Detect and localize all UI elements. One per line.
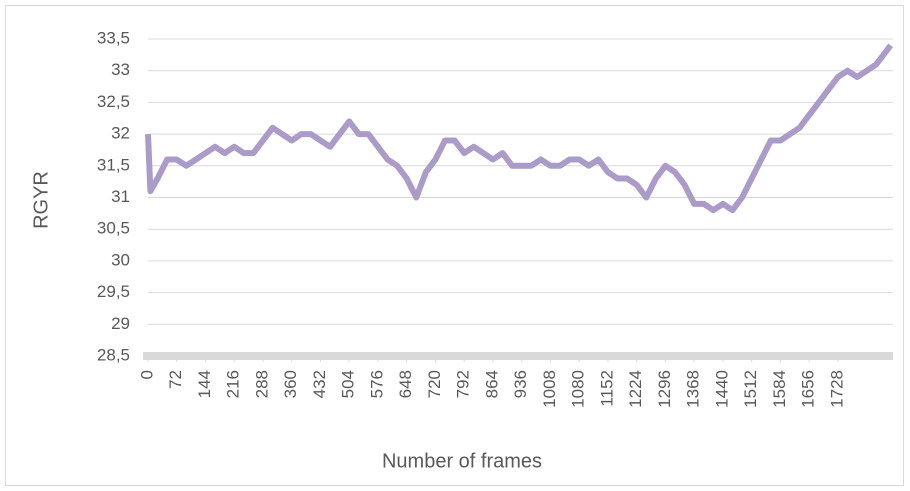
x-tick-label: 360 (281, 370, 300, 398)
x-tick-label: 1584 (770, 370, 789, 408)
y-tick-label: 31 (111, 187, 130, 206)
x-tick-label: 1152 (597, 370, 616, 407)
y-tick-label: 29,5 (97, 282, 130, 301)
chart-frame (5, 5, 904, 486)
y-tick-label: 30 (111, 250, 130, 269)
y-tick-label: 29 (111, 314, 130, 333)
y-tick-label: 32,5 (97, 92, 130, 111)
x-tick-label: 1656 (799, 370, 818, 408)
y-tick-label: 30,5 (97, 219, 130, 238)
x-tick-label: 936 (511, 370, 530, 398)
x-tick-label: 1296 (655, 370, 674, 408)
x-tick-label: 504 (339, 370, 358, 398)
x-tick-label: 1224 (626, 370, 645, 408)
x-tick-label: 432 (310, 370, 329, 398)
x-tick-label: 1512 (741, 370, 760, 408)
x-tick-label: 0 (137, 370, 156, 379)
x-axis-label: Number of frames (382, 450, 542, 472)
x-tick-label: 216 (224, 370, 243, 398)
x-tick-label: 1368 (684, 370, 703, 408)
y-tick-label: 33,5 (97, 28, 130, 47)
x-tick-label: 576 (367, 370, 386, 398)
x-tick-label: 648 (396, 370, 415, 398)
x-tick-label: 1008 (540, 370, 559, 408)
y-tick-label: 31,5 (97, 155, 130, 174)
x-tick-label: 288 (252, 370, 271, 398)
x-tick-label: 792 (454, 370, 473, 398)
x-tick-label: 864 (482, 370, 501, 398)
x-tick-label: 1728 (827, 370, 846, 408)
x-tick-label: 1440 (712, 370, 731, 408)
x-tick-label: 1080 (569, 370, 588, 408)
x-tick-label: 72 (166, 370, 185, 389)
y-axis-label: RGYR (30, 171, 52, 229)
data-line (145, 43, 893, 214)
y-tick-label: 32 (111, 124, 130, 143)
y-tick-label: 28,5 (97, 345, 130, 364)
x-tick-label: 144 (195, 370, 214, 398)
x-tick-label: 720 (425, 370, 444, 398)
y-tick-label: 33 (111, 60, 130, 79)
